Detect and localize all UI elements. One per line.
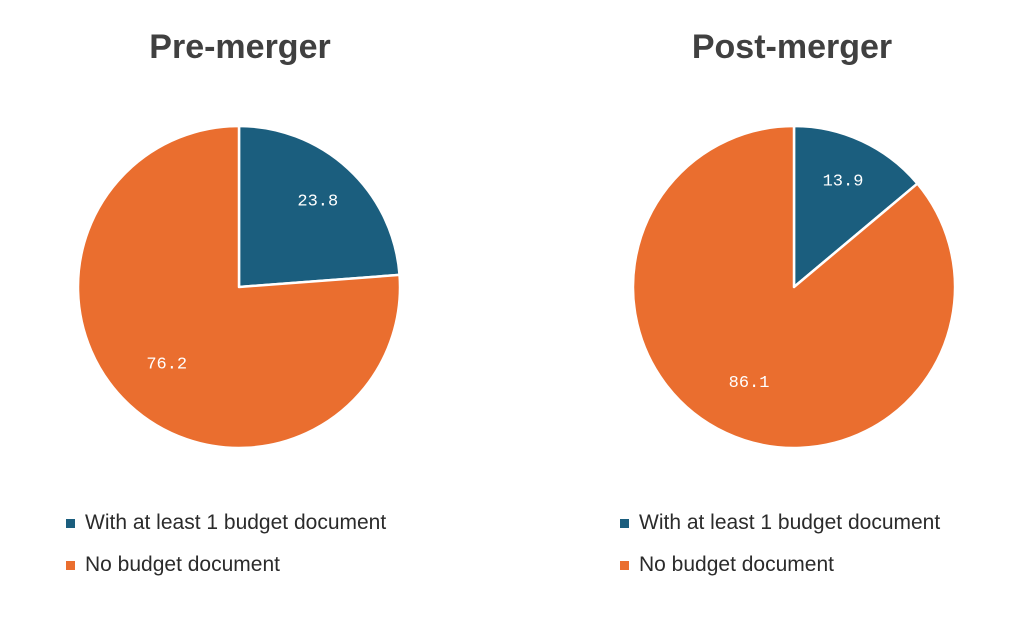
legend-label: No budget document (639, 553, 834, 576)
legend-item-with-budget: With at least 1 budget document (620, 510, 940, 536)
pie-chart-post-merger: Post-merger 13.9 86.1 With at least 1 bud… (512, 0, 1024, 620)
legend-item-no-budget: No budget document (66, 552, 386, 578)
legend: With at least 1 budget document No budge… (66, 510, 386, 594)
pie-slice-no-budget (631, 124, 957, 450)
legend-swatch-no-budget (620, 560, 629, 570)
legend-label: With at least 1 budget document (85, 511, 387, 534)
legend-swatch-with-budget (66, 518, 75, 528)
pie-chart-pre-merger: Pre-merger 23.8 76.2 With at least 1 budg… (66, 28, 402, 594)
legend-label: With at least 1 budget document (639, 511, 941, 534)
data-label-no-budget: 86.1 (729, 374, 770, 393)
data-label-with-budget: 13.9 (823, 172, 864, 191)
data-label-with-budget: 23.8 (297, 193, 338, 212)
pie-plot: 23.8 76.2 (76, 124, 402, 450)
pie-plot: 13.9 86.1 (631, 124, 957, 450)
legend-item-with-budget: With at least 1 budget document (66, 510, 386, 536)
legend: With at least 1 budget document No budge… (620, 510, 940, 594)
data-label-no-budget: 76.2 (146, 355, 187, 374)
legend-swatch-with-budget (620, 518, 629, 528)
legend-label: No budget document (85, 553, 280, 576)
pie-slice-no-budget (76, 124, 402, 450)
legend-item-no-budget: No budget document (620, 552, 940, 578)
pie-slice-with-budget (792, 124, 919, 289)
pie-slice-with-budget (237, 124, 401, 289)
legend-swatch-no-budget (66, 560, 75, 570)
